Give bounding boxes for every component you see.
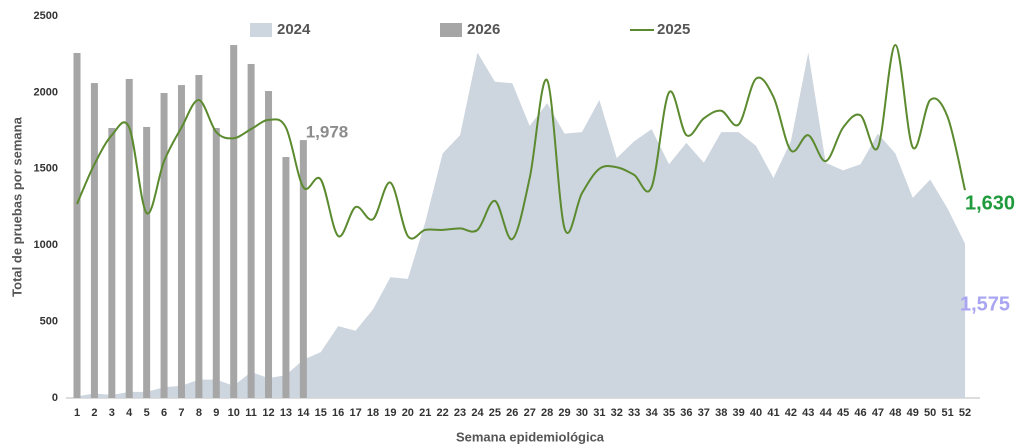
y-tick-label: 2500 [34,10,58,22]
x-tick-label: 38 [715,407,727,419]
x-tick-label: 45 [837,407,849,419]
y-tick-label: 500 [40,316,58,328]
x-tick-label: 27 [524,407,536,419]
x-tick-label: 37 [698,407,710,419]
x-tick-label: 35 [663,407,675,419]
bar [177,85,185,398]
legend-label: 2026 [467,21,500,38]
x-tick-label: 3 [109,407,115,419]
x-tick-label: 24 [471,407,484,419]
area [77,52,965,399]
x-tick-label: 43 [802,407,814,419]
x-tick-label: 17 [349,407,361,419]
x-tick-label: 13 [280,407,292,419]
x-tick-label: 52 [959,407,971,419]
x-tick-label: 29 [558,407,570,419]
x-tick-label: 9 [213,407,219,419]
x-tick-label: 11 [245,407,257,419]
x-tick-label: 40 [750,407,762,419]
y-tick-label: 1500 [34,163,58,175]
legend-label: 2025 [657,21,690,38]
x-tick-label: 5 [144,407,150,419]
y-tick-label: 1000 [34,239,58,251]
x-tick-label: 23 [454,407,466,419]
x-tick-label: 21 [419,407,431,419]
bar [108,128,116,399]
bar [143,126,151,398]
legend-label: 2024 [277,21,311,38]
x-tick-label: 25 [489,407,501,419]
x-axis-label: Semana epidemiológica [456,429,605,444]
bar [212,128,220,399]
x-tick-label: 12 [262,407,274,419]
annotation: 1,575 [960,293,1010,315]
x-tick-label: 32 [611,407,623,419]
annotation: 1,630 [965,192,1015,214]
x-tick-label: 22 [437,407,449,419]
x-tick-label: 10 [228,407,240,419]
bar [195,74,203,398]
line [76,44,966,241]
bar [90,83,98,399]
x-tick-label: 7 [178,407,184,419]
x-tick-label: 34 [645,407,658,419]
x-tick-label: 1 [74,407,80,419]
x-tick-label: 20 [402,407,414,419]
x-tick-label: 18 [367,407,379,419]
bar [299,140,307,398]
x-tick-label: 28 [541,407,553,419]
x-tick-label: 42 [785,407,797,419]
x-tick-label: 4 [126,407,133,419]
x-tick-label: 6 [161,407,167,419]
bar [265,91,273,398]
x-tick-label: 51 [941,407,953,419]
x-tick-label: 14 [297,407,310,419]
legend-swatch [250,23,272,37]
y-tick-label: 0 [52,392,58,404]
y-tick-label: 2000 [34,86,58,98]
bar [73,52,81,398]
x-tick-label: 2 [91,407,97,419]
x-tick-label: 49 [907,407,919,419]
x-tick-label: 26 [506,407,518,419]
x-tick-label: 48 [889,407,901,419]
x-tick-label: 30 [576,407,588,419]
x-tick-label: 46 [854,407,866,419]
annotation: 1,978 [306,122,349,141]
bar [282,157,290,398]
x-tick-label: 50 [924,407,936,419]
x-tick-label: 47 [872,407,884,419]
x-tick-label: 39 [733,407,745,419]
x-tick-label: 36 [680,407,692,419]
x-tick-label: 33 [628,407,640,419]
legend-swatch [440,23,462,37]
x-tick-label: 44 [820,407,833,419]
x-tick-label: 16 [332,407,344,419]
x-tick-label: 31 [593,407,605,419]
x-tick-label: 19 [384,407,396,419]
bar [247,63,255,399]
x-tick-label: 8 [196,407,202,419]
y-axis-label: Total de pruebas por semana [9,116,24,296]
bar [160,93,168,398]
x-tick-label: 41 [767,407,779,419]
x-tick-label: 15 [315,407,327,419]
bar [230,45,238,398]
bar [125,78,133,398]
